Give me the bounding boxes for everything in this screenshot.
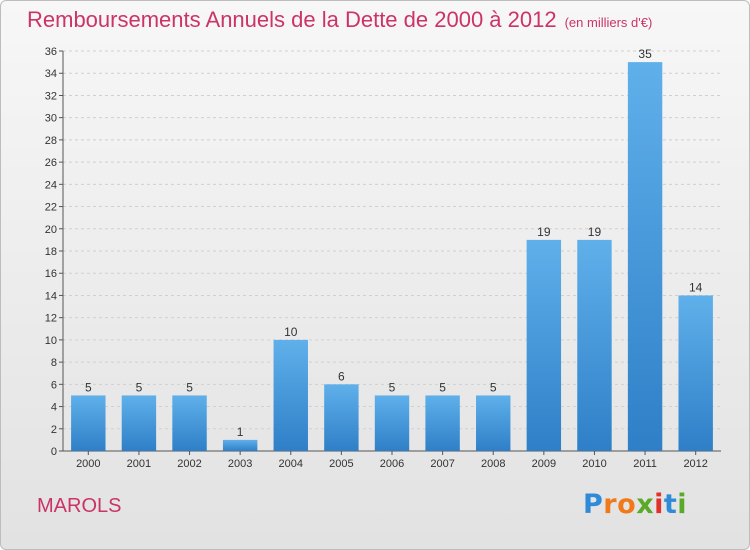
bar-value-label: 35 xyxy=(638,47,652,61)
chart-title-text: Remboursements Annuels de la Dette de 20… xyxy=(27,7,557,32)
x-tick-label: 2002 xyxy=(177,458,201,470)
y-tick-label: 0 xyxy=(51,446,57,458)
y-tick-label: 2 xyxy=(51,424,57,436)
x-tick-label: 2007 xyxy=(430,458,454,470)
y-tick-label: 20 xyxy=(45,224,57,236)
x-tick-label: 2012 xyxy=(683,458,707,470)
y-tick-label: 34 xyxy=(45,68,57,80)
bar xyxy=(678,295,713,451)
bar-value-label: 5 xyxy=(490,380,497,394)
bar xyxy=(374,395,410,451)
bar xyxy=(627,62,663,451)
y-tick-label: 24 xyxy=(45,179,57,191)
bar-value-label: 5 xyxy=(136,380,143,394)
bar-value-label: 19 xyxy=(588,225,602,239)
y-tick-label: 32 xyxy=(45,90,57,102)
logo-letter: x xyxy=(636,489,655,520)
x-tick-label: 2011 xyxy=(633,458,657,470)
chart-subtitle: (en milliers d'€) xyxy=(564,15,653,30)
y-tick-label: 4 xyxy=(51,402,57,414)
y-tick-label: 18 xyxy=(45,246,57,258)
y-tick-label: 10 xyxy=(45,335,57,347)
x-tick-label: 2006 xyxy=(380,458,404,470)
y-tick-label: 22 xyxy=(45,202,57,214)
y-tick-label: 30 xyxy=(45,113,57,125)
y-tick-label: 16 xyxy=(45,268,57,280)
bar xyxy=(577,239,612,451)
logo-letter: t xyxy=(663,489,678,520)
proxiti-logo: Proxiti xyxy=(583,489,687,520)
bar xyxy=(121,395,157,451)
bar xyxy=(172,395,207,451)
x-tick-label: 2004 xyxy=(279,458,303,470)
y-tick-label: 36 xyxy=(45,46,57,58)
bar xyxy=(425,395,460,451)
x-tick-label: 2001 xyxy=(127,458,151,470)
bar-value-label: 10 xyxy=(284,325,298,339)
bar xyxy=(324,384,359,451)
bar-value-label: 5 xyxy=(85,380,92,394)
bar-value-label: 6 xyxy=(338,369,345,383)
chart-title: Remboursements Annuels de la Dette de 20… xyxy=(27,7,652,33)
bar-value-label: 5 xyxy=(439,380,446,394)
x-tick-label: 2003 xyxy=(228,458,252,470)
bar xyxy=(273,339,308,451)
bar xyxy=(526,239,562,451)
logo-letter: i xyxy=(677,489,688,520)
logo-letter: P xyxy=(583,489,604,520)
y-tick-label: 28 xyxy=(45,135,57,147)
y-tick-label: 12 xyxy=(45,313,57,325)
logo-letter: o xyxy=(617,489,637,520)
logo-letter: i xyxy=(654,489,664,520)
bar xyxy=(476,395,511,451)
x-tick-label: 2009 xyxy=(532,458,556,470)
bar-value-label: 14 xyxy=(689,280,703,294)
x-tick-label: 2010 xyxy=(582,458,606,470)
x-tick-label: 2005 xyxy=(329,458,353,470)
bar-value-label: 5 xyxy=(389,380,396,394)
bar xyxy=(222,439,258,451)
y-tick-label: 6 xyxy=(51,379,57,391)
y-tick-label: 26 xyxy=(45,157,57,169)
logo-letter: r xyxy=(603,489,618,520)
commune-name: MAROLS xyxy=(37,495,122,517)
y-tick-label: 8 xyxy=(51,357,57,369)
y-tick-label: 14 xyxy=(45,290,57,302)
bar xyxy=(71,395,106,451)
x-tick-label: 2008 xyxy=(481,458,505,470)
x-tick-label: 2000 xyxy=(76,458,100,470)
bar-value-label: 1 xyxy=(237,425,244,439)
bar-value-label: 19 xyxy=(537,225,551,239)
bar-value-label: 5 xyxy=(186,380,193,394)
